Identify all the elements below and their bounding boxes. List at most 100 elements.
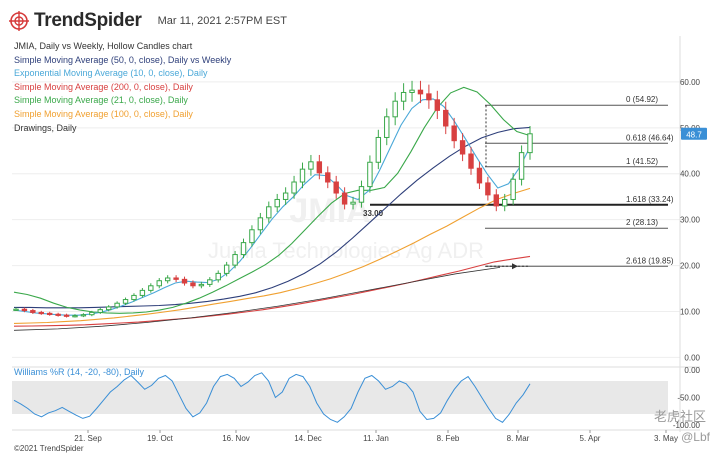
candle-body (291, 181, 297, 194)
candle-body (215, 272, 221, 281)
candle-body (13, 308, 19, 311)
community-user: @Lbf (681, 430, 710, 444)
williams-zone (12, 381, 668, 414)
candle-body (325, 172, 331, 183)
candle-body (493, 194, 499, 207)
x-tick-label: 8. Mar (507, 434, 530, 443)
x-tick-label: 5. Apr (580, 434, 601, 443)
candle-body (400, 91, 407, 102)
williams-tick-label: -50.00 (677, 394, 700, 403)
x-tick-label: 11. Jan (363, 434, 389, 443)
candle-body (47, 312, 53, 316)
support-level-label: 33.00 (363, 209, 384, 218)
trendspider-logo-icon (9, 11, 29, 31)
candle-body (518, 152, 525, 180)
candle-body (459, 140, 466, 155)
legend-item[interactable]: Simple Moving Average (100, 0, close), D… (14, 108, 193, 119)
candle-body (409, 89, 415, 93)
ticker-watermark: JMIA (289, 192, 370, 230)
candle-body (181, 278, 188, 284)
candle-body (122, 299, 129, 304)
candle-body (38, 311, 44, 315)
candle-body (131, 294, 137, 301)
candle-body (105, 306, 112, 311)
y-tick-label: 0.00 (684, 353, 700, 362)
candle-body (257, 217, 264, 231)
candle-body (173, 277, 179, 280)
x-tick-label: 21. Sep (74, 434, 102, 443)
candle-body (417, 89, 424, 95)
candle-body (375, 136, 382, 163)
indicator-legend: JMIA, Daily vs Weekly, Hollow Candles ch… (14, 40, 231, 135)
candle-body (114, 302, 120, 308)
candle-body (510, 178, 516, 200)
candle-body (207, 279, 213, 285)
candle-body (97, 309, 103, 313)
candle-body (240, 242, 247, 256)
chart-timestamp: Mar 11, 2021 2:57PM EST (157, 15, 287, 27)
williams-label: Williams %R (14, -20, -80), Daily (14, 367, 145, 377)
candle-body (274, 198, 280, 208)
candle-body (198, 283, 205, 287)
legend-item[interactable]: Simple Moving Average (21, 0, close), Da… (14, 95, 188, 106)
arrow-icon (512, 263, 518, 270)
candle-body (148, 285, 154, 291)
candle-body (316, 161, 323, 174)
candle-body (55, 313, 61, 316)
candle-body (266, 206, 272, 219)
candle-body (156, 280, 162, 287)
x-tick-label: 19. Oct (147, 434, 174, 443)
williams-tick-label: -100.00 (673, 421, 701, 430)
candle-body (223, 264, 230, 274)
candle-body (476, 167, 483, 184)
candle-body (451, 125, 457, 142)
candle-body (350, 201, 356, 205)
sma-200-dashed-projection (13, 267, 501, 331)
copyright: ©2021 TrendSpider (14, 444, 84, 453)
candle-body (282, 192, 289, 200)
candle-body (367, 161, 373, 188)
candle-body (384, 116, 390, 138)
candle-body (434, 99, 441, 111)
brand-name: TrendSpider (34, 10, 142, 31)
fib-level-label: 2.618 (19.85) (626, 256, 674, 265)
candle-body (72, 315, 78, 318)
candle-body (341, 192, 348, 205)
candle-body (333, 181, 339, 194)
candle-body (299, 168, 306, 183)
candle-body (392, 100, 398, 118)
williams-tick-label: 0.00 (684, 366, 700, 375)
candle-body (139, 289, 146, 296)
legend-item[interactable]: Simple Moving Average (200, 0, close), D… (14, 81, 193, 92)
x-tick-label: 16. Nov (222, 434, 250, 443)
legend-item[interactable]: JMIA, Daily vs Weekly, Hollow Candles ch… (14, 41, 193, 51)
candle-body (308, 161, 314, 170)
last-price-label: 48.7 (686, 130, 702, 139)
y-tick-label: 60.00 (680, 78, 701, 87)
candle-body (80, 314, 87, 317)
fib-level-label: 2 (28.13) (626, 218, 658, 227)
header: TrendSpider Mar 11, 2021 2:57PM EST (8, 8, 287, 34)
candle-body (30, 310, 36, 313)
ma-line-sma-100 (13, 187, 531, 324)
legend-item[interactable]: Drawings, Daily (14, 122, 77, 133)
candle-body (527, 133, 533, 154)
candle-body (443, 109, 449, 127)
x-tick-label: 8. Feb (437, 434, 460, 443)
y-tick-label: 10.00 (680, 307, 701, 316)
candle-body (232, 254, 238, 266)
ma-line-sma-50 (14, 126, 531, 309)
fib-level-label: 1 (41.52) (626, 157, 658, 166)
fib-level-label: 0.618 (46.64) (626, 133, 674, 142)
legend-item[interactable]: Exponential Moving Average (10, 0, close… (14, 68, 208, 79)
candle-body (164, 277, 171, 282)
last-price-badge (681, 127, 707, 140)
candle-body (190, 282, 196, 287)
candle-body (485, 182, 491, 196)
legend-item[interactable]: Simple Moving Average (50, 0, close), Da… (14, 54, 232, 65)
fib-level-label: 0 (54.92) (626, 95, 658, 104)
community-watermark: 老虎社区 (653, 409, 706, 424)
candle-body (89, 311, 95, 316)
candle-body (63, 314, 70, 317)
